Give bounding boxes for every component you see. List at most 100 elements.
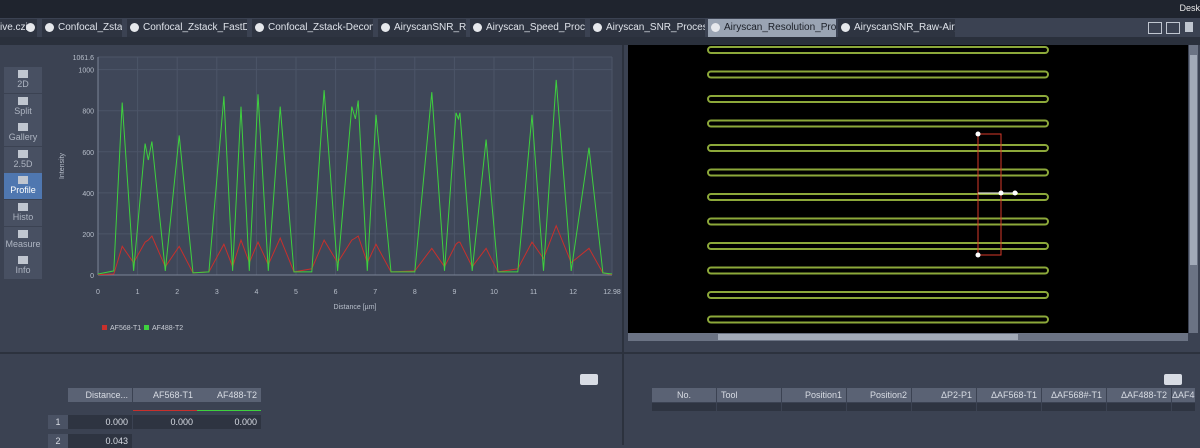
- view-label: Split: [14, 105, 32, 116]
- x-tick-label: 4: [254, 289, 258, 296]
- structure-line: [707, 193, 1049, 201]
- title-bar: [0, 0, 1200, 18]
- header-underline: [197, 410, 261, 411]
- close-icon[interactable]: [593, 23, 602, 32]
- filter-cell: [652, 403, 716, 411]
- structure-line: [707, 70, 1049, 79]
- tab[interactable]: ive.czi: [0, 19, 37, 37]
- view-button[interactable]: Info: [4, 253, 42, 280]
- image-view: [628, 45, 1198, 341]
- close-icon[interactable]: [130, 23, 139, 32]
- column-header: Distance...: [68, 388, 132, 402]
- view-label: Profile: [10, 185, 36, 196]
- filter-cell: [1107, 403, 1171, 411]
- tab[interactable]: Airyscan_Resolution_Pro...ed.czi*: [708, 19, 836, 37]
- close-icon[interactable]: [255, 23, 264, 32]
- column-header: AF568-T1: [133, 388, 197, 402]
- tab[interactable]: Airyscan_Speed_Processed.czi: [470, 19, 585, 37]
- view-button[interactable]: Profile: [4, 173, 42, 200]
- table-cell: 0.000: [133, 415, 197, 429]
- y-tick-label: 1061.6: [73, 55, 95, 62]
- close-icon[interactable]: [26, 23, 35, 32]
- view-label: 2.5D: [13, 158, 33, 169]
- view-icon: [18, 149, 28, 158]
- tab-strip: [0, 37, 1200, 45]
- table-cell: 0.000: [197, 415, 261, 429]
- tab[interactable]: Confocal_Zstack_FastDecon.czi: [127, 19, 247, 37]
- filter-cell: [782, 403, 846, 411]
- view-icon: [18, 96, 28, 105]
- tab[interactable]: Airyscan_SNR_Processed.czi*: [590, 19, 705, 37]
- view-label: Measure: [5, 238, 41, 249]
- legend-label: AF488-T2: [152, 325, 183, 332]
- splitter: [622, 45, 624, 445]
- x-tick-label: 0: [96, 289, 100, 296]
- filter-cell: [1042, 403, 1106, 411]
- table-cell: 0.043: [68, 434, 132, 448]
- column-header: Position2: [847, 388, 911, 402]
- x-tick-label: 12.98: [603, 289, 621, 296]
- close-icon[interactable]: [473, 23, 482, 32]
- h-scroll-thumb: [718, 334, 1018, 340]
- legend-swatch: [102, 325, 107, 330]
- plot-area: [98, 57, 612, 275]
- view-button[interactable]: 2D: [4, 67, 42, 93]
- view-button[interactable]: Histo: [4, 200, 42, 226]
- roi-handle: [1012, 190, 1018, 196]
- structure-line: [707, 144, 1049, 152]
- filter-cell: [977, 403, 1041, 411]
- structure-line: [707, 291, 1049, 299]
- legend-swatch: [144, 325, 149, 330]
- view-button[interactable]: Gallery: [4, 120, 42, 147]
- view-button[interactable]: Split: [4, 93, 42, 120]
- view-icon: [18, 176, 28, 185]
- tab[interactable]: AiryscanSNR_Raw-Airy...ing-19*: [838, 19, 955, 37]
- layout-icon[interactable]: [1148, 22, 1162, 34]
- tab[interactable]: Confocal_Zstack-Decon...ts)-18*: [252, 19, 373, 37]
- column-header: ΔAF4: [1172, 388, 1195, 402]
- roi-handle: [975, 131, 981, 137]
- structure-line: [707, 242, 1049, 250]
- x-tick-label: 5: [294, 289, 298, 296]
- structure-line: [707, 168, 1049, 177]
- x-tick-label: 9: [452, 289, 456, 296]
- view-button[interactable]: 2.5D: [4, 146, 42, 173]
- filter-cell: [717, 403, 781, 411]
- profile-line: [97, 79, 613, 275]
- filter-cell: [1172, 403, 1195, 411]
- tab[interactable]: Confocal_Zstack.czi: [42, 19, 122, 37]
- close-icon[interactable]: [841, 23, 850, 32]
- close-icon[interactable]: [381, 23, 390, 32]
- tab-label: Confocal_Zstack-Decon...ts)-18*: [268, 22, 373, 33]
- tab-label: AiryscanSNR_Raw-Airy...ing-19*: [854, 22, 955, 33]
- tab[interactable]: AiryscanSNR_Raw.czi: [378, 19, 466, 37]
- y-tick-label: 0: [90, 273, 94, 280]
- settings-icon[interactable]: [1185, 22, 1193, 32]
- column-header: ΔAF568-T1: [977, 388, 1041, 402]
- roi-handle: [975, 252, 981, 258]
- view-label: Histo: [12, 212, 34, 222]
- x-tick-label: 12: [569, 289, 577, 296]
- filter-cell: [912, 403, 976, 411]
- table-cell: 0.000: [68, 415, 132, 429]
- gear-button[interactable]: [580, 374, 598, 385]
- profile-line: [97, 224, 613, 276]
- close-icon[interactable]: [45, 23, 54, 32]
- tab-label: Airyscan_Speed_Processed.czi: [486, 22, 585, 33]
- filter-cell: [847, 403, 911, 411]
- splitter: [0, 352, 1200, 354]
- column-header: ΔAF568#-T1: [1042, 388, 1106, 402]
- y-tick-label: 1000: [78, 68, 94, 75]
- x-tick-label: 6: [334, 289, 338, 296]
- view-label: Info: [15, 265, 31, 276]
- gear-button[interactable]: [1164, 374, 1182, 385]
- layout-icon[interactable]: [1166, 22, 1180, 34]
- tab-label: Airyscan_SNR_Processed.czi*: [606, 22, 705, 33]
- structure-line: [707, 95, 1049, 103]
- x-tick-label: 11: [530, 289, 537, 296]
- view-button[interactable]: Measure: [4, 226, 42, 253]
- x-tick-label: 1: [136, 289, 140, 296]
- close-icon[interactable]: [711, 23, 720, 32]
- tab-label: Confocal_Zstack_FastDecon.czi: [143, 22, 247, 33]
